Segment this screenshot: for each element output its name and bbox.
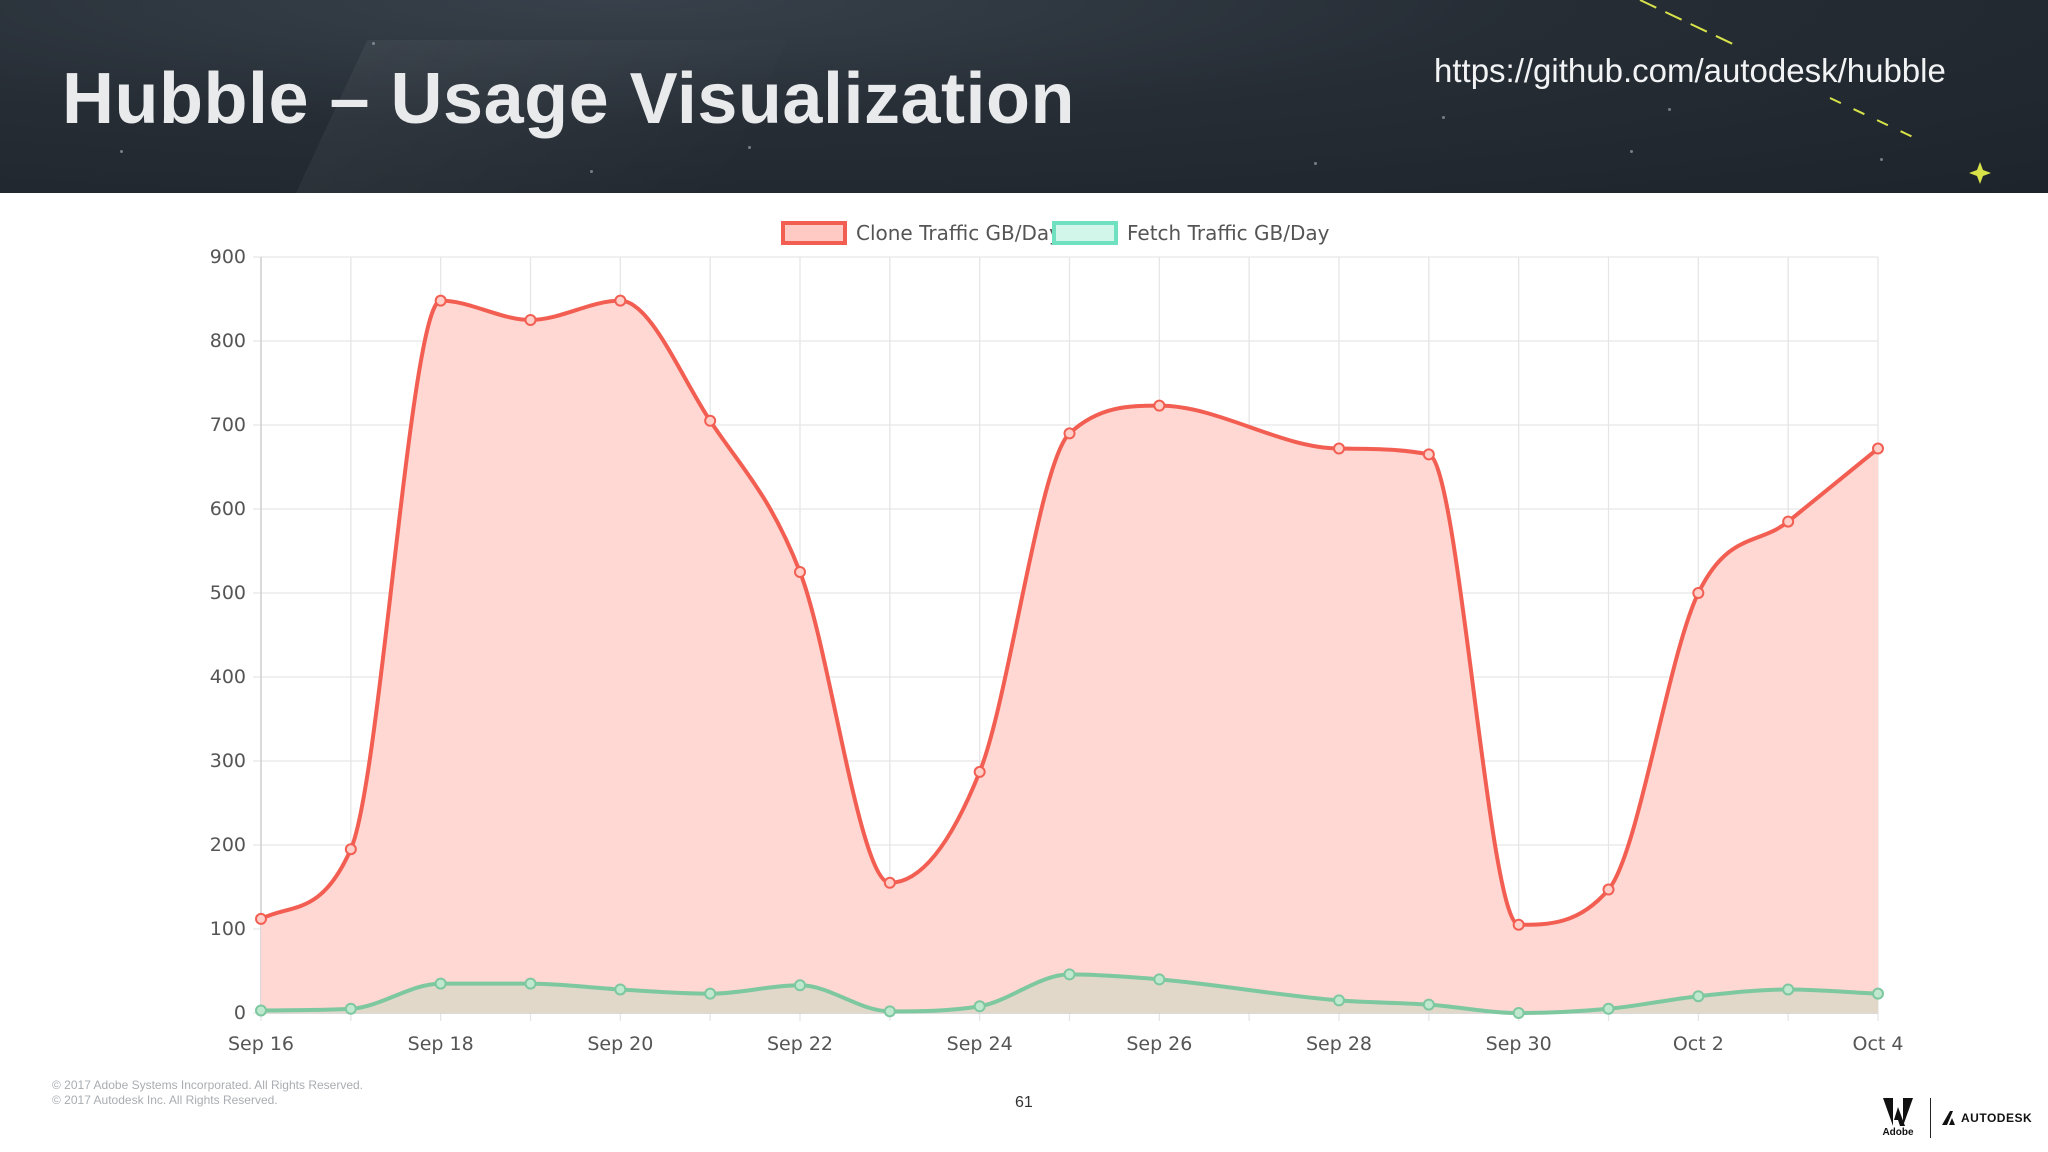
star-icon: [372, 42, 375, 45]
clone-traffic-point: [1063, 427, 1076, 440]
autodesk-icon: [1942, 1111, 1955, 1125]
x-tick-label: Oct 2: [1673, 1033, 1724, 1055]
x-tick-label: Sep 18: [408, 1033, 474, 1055]
x-tick-label: Sep 28: [1306, 1033, 1372, 1055]
x-tick-label: Oct 4: [1853, 1033, 1904, 1055]
fetch-traffic-point: [1153, 973, 1166, 986]
fetch-traffic-point: [524, 977, 537, 990]
x-tick-label: Sep 20: [587, 1033, 653, 1055]
y-tick-label: 700: [210, 414, 246, 436]
y-tick-label: 800: [210, 330, 246, 352]
clone-traffic-area: [261, 300, 1878, 1013]
x-tick-label: Sep 30: [1486, 1033, 1552, 1055]
fetch-traffic-point: [794, 979, 806, 992]
fetch-traffic-point: [883, 1005, 896, 1018]
fetch-traffic-point: [1872, 987, 1884, 1000]
clone-traffic-point: [973, 765, 986, 778]
clone-traffic-point: [434, 294, 447, 307]
clone-traffic-point: [1782, 515, 1795, 528]
slide-title: Hubble – Usage Visualization: [62, 59, 1075, 139]
y-tick-label: 0: [234, 1002, 246, 1024]
clone-traffic-point: [1602, 883, 1615, 896]
clone-traffic-point: [794, 566, 806, 578]
clone-traffic-point: [704, 414, 717, 427]
adobe-logo: Adobe: [1876, 1098, 1920, 1138]
chart-legend: Clone Traffic GB/Day Fetch Traffic GB/Day: [781, 221, 1330, 245]
copyright-notice: © 2017 Adobe Systems Incorporated. All R…: [52, 1078, 363, 1108]
logo-divider: [1930, 1098, 1931, 1138]
star-icon: [1442, 116, 1445, 119]
fetch-traffic-point: [1063, 968, 1076, 981]
clone-traffic-point: [1872, 442, 1884, 455]
y-tick-label: 100: [210, 918, 246, 940]
clone-traffic-point: [1422, 448, 1435, 461]
clone-traffic-legend-swatch: [781, 221, 847, 245]
repo-url: https://github.com/autodesk/hubble: [1434, 52, 1946, 89]
copyright-line: © 2017 Adobe Systems Incorporated. All R…: [52, 1078, 364, 1092]
shooting-star-trail: [1639, 0, 1991, 184]
fetch-traffic-point: [344, 1002, 357, 1015]
fetch-traffic-point: [1333, 994, 1345, 1007]
clone-traffic-point: [614, 294, 627, 307]
star-icon: [1880, 158, 1883, 161]
sparkle-icon: [1969, 162, 1991, 184]
y-tick-label: 600: [210, 498, 246, 520]
star-icon: [1630, 150, 1633, 153]
x-tick-label: Sep 24: [947, 1033, 1013, 1055]
x-tick-label: Sep 22: [767, 1033, 833, 1055]
copyright-line: © 2017 Autodesk Inc. All Rights Reserved…: [52, 1093, 278, 1107]
x-tick-label: Sep 26: [1126, 1033, 1192, 1055]
fetch-traffic-point: [255, 1004, 267, 1017]
fetch-traffic-point: [973, 1000, 986, 1013]
star-icon: [120, 150, 123, 153]
footer-logos: Adobe AUTODESK: [1876, 1095, 2032, 1141]
clone-traffic-point: [524, 314, 537, 326]
fetch-traffic-point: [704, 987, 717, 1000]
adobe-label: Adobe: [1882, 1127, 1914, 1138]
star-icon: [590, 170, 593, 173]
fetch-traffic-legend-swatch: [1052, 221, 1118, 245]
usage-chart: 0 100 200 300 400 500 600 700 800 900 Sep 16 Sep 18…: [0, 193, 2048, 1123]
x-tick-label: Sep 16: [228, 1033, 294, 1055]
y-tick-label: 300: [210, 750, 246, 772]
fetch-traffic-point: [434, 977, 447, 990]
clone-traffic-point: [1692, 587, 1705, 599]
star-icon: [1012, 120, 1015, 123]
slide-header: Hubble – Usage Visualization https://git…: [0, 0, 2048, 193]
star-icon: [1668, 108, 1671, 111]
clone-traffic-point: [1153, 399, 1166, 412]
fetch-traffic-area: [261, 974, 1878, 1013]
clone-traffic-point: [1333, 442, 1345, 455]
y-tick-label: 500: [210, 582, 246, 604]
clone-traffic-legend-label: Clone Traffic GB/Day: [856, 221, 1061, 245]
autodesk-logo: AUTODESK: [1941, 1110, 2032, 1126]
autodesk-label: AUTODESK: [1961, 1111, 2033, 1125]
fetch-traffic-point: [1512, 1007, 1525, 1019]
y-tick-label: 900: [210, 246, 246, 268]
chart-svg: 0 100 200 300 400 500 600 700 800 900 Sep 16 Sep 18…: [210, 221, 1904, 1055]
fetch-traffic-point: [1692, 990, 1705, 1003]
adobe-icon: [1883, 1098, 1913, 1126]
clone-traffic-point: [344, 843, 357, 856]
y-tick-label: 400: [210, 666, 246, 688]
star-icon: [1314, 162, 1317, 165]
fetch-traffic-point: [614, 983, 627, 996]
star-icon: [748, 146, 751, 149]
clone-traffic-point: [1512, 918, 1525, 931]
fetch-traffic-point: [1602, 1002, 1615, 1015]
y-tick-label: 200: [210, 834, 246, 856]
clone-traffic-point: [883, 876, 896, 889]
fetch-traffic-point: [1422, 998, 1435, 1011]
clone-traffic-point: [255, 912, 267, 925]
fetch-traffic-legend-label: Fetch Traffic GB/Day: [1127, 221, 1330, 245]
fetch-traffic-point: [1782, 983, 1795, 996]
page-number: 61: [1015, 1094, 1033, 1111]
